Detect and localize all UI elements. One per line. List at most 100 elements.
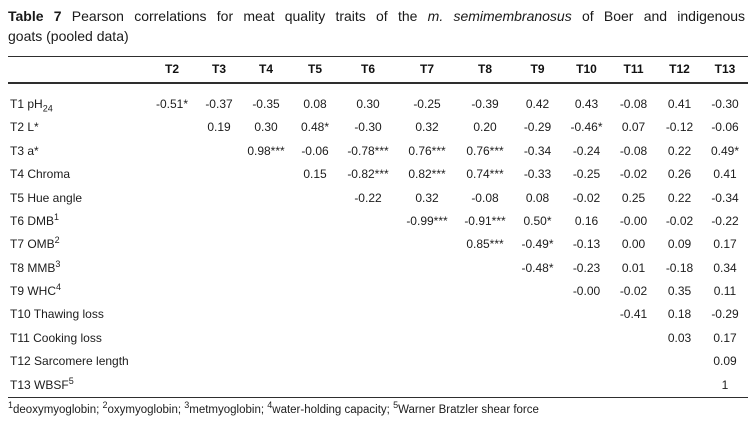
correlation-cell <box>148 327 196 350</box>
correlation-cell <box>290 210 340 233</box>
correlation-cell <box>610 327 657 350</box>
correlation-cell <box>196 327 242 350</box>
column-header: T6 <box>360 62 375 76</box>
correlation-cell: 0.41 <box>713 167 737 182</box>
correlation-cell: 0.00 <box>621 237 646 252</box>
correlation-cell <box>148 303 196 326</box>
footnote-superscript: 3 <box>184 399 190 410</box>
correlation-cell: 0.26 <box>667 167 692 182</box>
correlation-cell <box>512 280 563 303</box>
correlation-cell: -0.00 <box>572 284 601 298</box>
correlation-cell: -0.49* <box>521 237 554 252</box>
correlation-cell <box>242 327 290 350</box>
column-header: T8 <box>477 62 492 76</box>
correlation-cell: 0.11 <box>713 284 737 298</box>
table-row: T2 L* 0.19 0.30 0.48* -0.30 0.32 0.20 -0.29 -0.4… <box>8 116 748 139</box>
correlation-cell: 0.18 <box>667 307 692 322</box>
table-row: T5 Hue angle -0.22 0.32 -0.08 0.08 -0.02 0.25 0… <box>8 186 748 209</box>
table-row: T9 WHC4 -0.00 -0.02 0.35 0.11 <box>8 280 748 303</box>
correlation-cell: -0.02 <box>572 190 601 205</box>
correlation-cell <box>196 350 242 373</box>
correlation-cell <box>242 303 290 326</box>
correlation-cell: 0.25 <box>621 190 646 205</box>
correlation-cell <box>290 350 340 373</box>
footnote-superscript: 4 <box>267 399 273 410</box>
correlation-cell: -0.18 <box>665 260 694 275</box>
title-line: Table 7 Pearson correlations for meat qu… <box>8 6 745 26</box>
correlation-cell: -0.06 <box>301 143 329 158</box>
correlation-cell: 0.34 <box>713 260 737 275</box>
correlation-cell <box>512 327 563 350</box>
table-row: T12 Sarcomere length 0.09 <box>8 350 748 373</box>
correlation-cell: 0.49* <box>710 143 740 158</box>
correlation-cell: -0.34 <box>711 190 739 205</box>
correlation-cell <box>148 280 196 303</box>
correlation-cell <box>563 327 610 350</box>
correlation-cell: -0.12 <box>665 120 694 135</box>
correlation-cell <box>458 327 512 350</box>
correlation-cell: 0.76*** <box>466 143 504 158</box>
correlation-cell <box>396 327 458 350</box>
title-segment: Table 7 <box>8 8 62 24</box>
correlation-cell: -0.13 <box>572 237 601 252</box>
correlation-cell: 0.42 <box>525 97 550 111</box>
correlation-cell <box>340 233 396 256</box>
correlation-cell <box>148 210 196 233</box>
correlation-cell <box>290 256 340 279</box>
correlation-cell: -0.08 <box>619 97 648 111</box>
correlation-cell <box>196 280 242 303</box>
correlation-cell <box>148 140 196 163</box>
correlation-cell: 0.41 <box>667 97 692 111</box>
row-label: T2 L* <box>10 120 39 135</box>
correlation-cell <box>290 327 340 350</box>
column-header: T7 <box>419 62 434 76</box>
row-label: T4 Chroma <box>10 167 71 182</box>
row-label: T5 Hue angle <box>10 190 83 205</box>
correlation-cell <box>396 373 458 397</box>
correlation-cell <box>458 373 512 397</box>
correlation-cell <box>340 210 396 233</box>
correlation-cell <box>290 303 340 326</box>
correlation-cell <box>148 186 196 209</box>
table-row: T10 Thawing loss -0.41 0.18 -0.29 <box>8 303 748 326</box>
correlation-cell <box>148 373 196 397</box>
correlation-cell: -0.34 <box>523 143 552 158</box>
footnote-superscript: 1 <box>8 399 14 410</box>
row-label: T6 DMB1 <box>10 211 60 228</box>
correlation-cell <box>340 256 396 279</box>
table-row: T11 Cooking loss 0.03 0.17 <box>8 327 748 350</box>
correlation-cell <box>196 140 242 163</box>
correlation-cell: -0.08 <box>471 190 499 205</box>
correlation-cell <box>148 116 196 139</box>
row-label: T8 MMB3 <box>10 258 61 275</box>
correlation-cell <box>148 350 196 373</box>
correlation-cell: -0.00 <box>619 213 648 228</box>
correlation-cell <box>458 256 512 279</box>
correlation-cell: -0.29 <box>711 307 739 322</box>
correlation-cell: -0.91*** <box>464 213 506 228</box>
correlation-cell: 1 <box>721 377 729 392</box>
correlation-cell <box>657 373 702 397</box>
correlation-cell: 0.17 <box>713 330 737 345</box>
column-header: T12 <box>669 62 690 76</box>
correlation-cell <box>563 350 610 373</box>
table-title: Table 7 Pearson correlations for meat qu… <box>0 0 753 46</box>
correlation-cell <box>563 303 610 326</box>
table-row: T13 WBSF5 1 <box>8 373 748 397</box>
correlation-cell <box>148 256 196 279</box>
row-label: T12 Sarcomere length <box>10 354 129 369</box>
correlation-cell: -0.25 <box>572 167 601 182</box>
correlation-cell <box>196 163 242 186</box>
correlation-cell: 0.82*** <box>408 167 446 182</box>
correlation-cell: 0.15 <box>303 167 327 182</box>
title-segment: of Boer and indigenous <box>571 8 746 24</box>
correlation-cell: 0.85*** <box>466 237 504 252</box>
column-header: T13 <box>714 62 736 76</box>
correlation-cell <box>196 303 242 326</box>
correlation-cell <box>148 163 196 186</box>
correlation-cell: 0.48* <box>300 120 330 135</box>
correlation-cell <box>657 350 702 373</box>
correlation-cell <box>340 303 396 326</box>
correlation-table: T2 T3 T4 T5 T6 T7 T8 T9 T10 T11 T12 T13 T1 pH24 -0.5… <box>8 56 748 398</box>
